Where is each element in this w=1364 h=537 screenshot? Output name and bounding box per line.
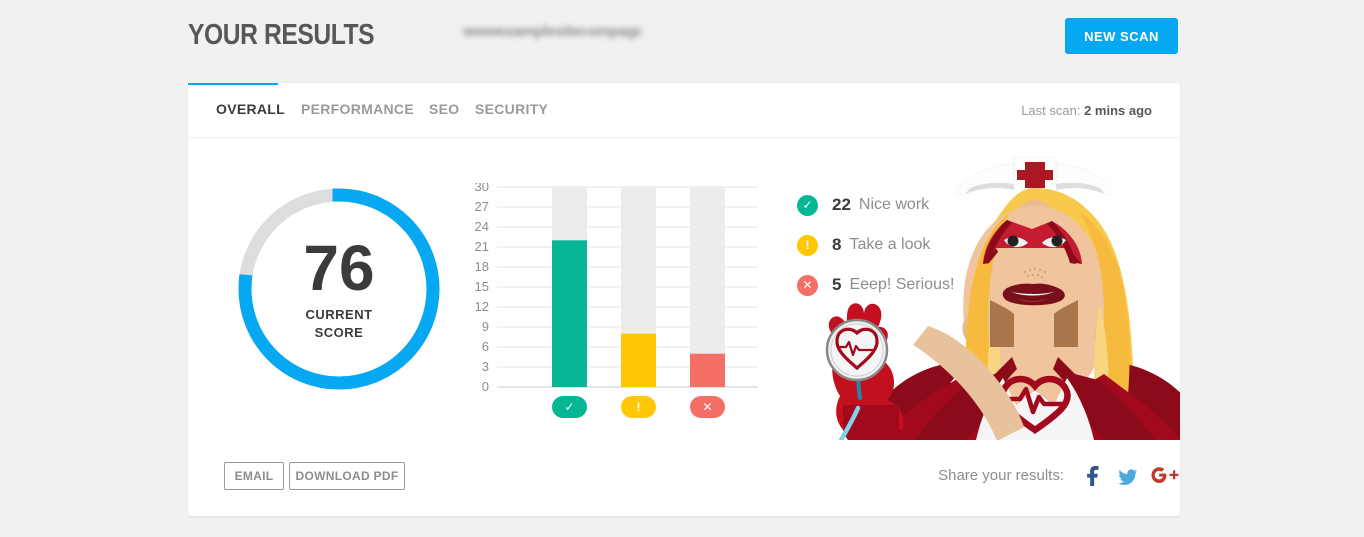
- svg-text:15: 15: [475, 279, 489, 294]
- svg-text:12: 12: [475, 299, 489, 314]
- svg-text:27: 27: [475, 199, 489, 214]
- svg-text:18: 18: [475, 259, 489, 274]
- svg-text:30: 30: [475, 183, 489, 194]
- svg-text:9: 9: [482, 319, 489, 334]
- svg-text:24: 24: [475, 219, 489, 234]
- svg-text:6: 6: [482, 339, 489, 354]
- svg-text:0: 0: [482, 379, 489, 394]
- svg-text:21: 21: [475, 239, 489, 254]
- svg-text:3: 3: [482, 359, 489, 374]
